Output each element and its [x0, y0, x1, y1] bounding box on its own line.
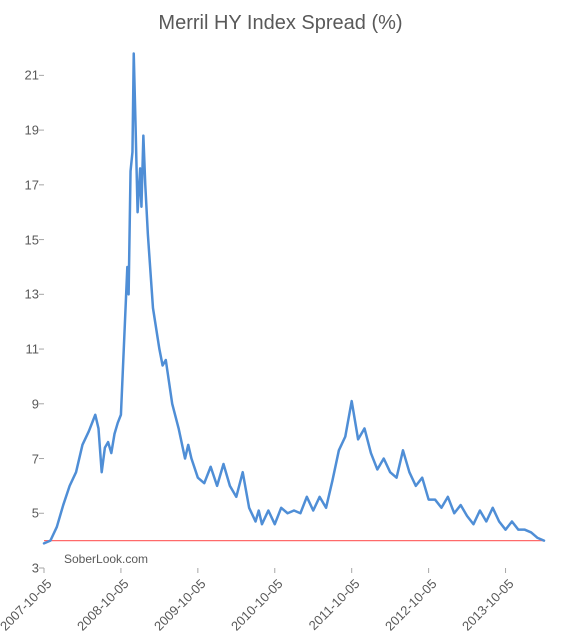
- y-tick-label: 11: [9, 342, 39, 357]
- chart-container: Merril HY Index Spread (%) 3 5 7 9 11 13 15 17 1…: [0, 0, 561, 640]
- x-tick-label: 2007-10-05: [0, 576, 55, 634]
- plot-area: [44, 48, 544, 568]
- x-tick-label: 2011-10-05: [305, 576, 362, 633]
- x-tick-label: 2009-10-05: [151, 576, 209, 634]
- plot-svg: [44, 48, 544, 568]
- chart-title: Merril HY Index Spread (%): [0, 12, 561, 35]
- y-tick-label: 15: [9, 232, 39, 247]
- x-tick-label: 2013-10-05: [459, 576, 517, 634]
- y-tick-label: 19: [9, 123, 39, 138]
- series-line: [44, 53, 544, 543]
- attribution-label: SoberLook.com: [64, 552, 148, 566]
- y-tick-label: 7: [9, 451, 39, 466]
- y-tick-label: 13: [9, 287, 39, 302]
- x-tick-label: 2012-10-05: [382, 576, 440, 634]
- y-tick-label: 17: [9, 177, 39, 192]
- y-tick-label: 5: [9, 506, 39, 521]
- y-tick-label: 21: [9, 68, 39, 83]
- y-tick-label: 9: [9, 396, 39, 411]
- x-tick-label: 2008-10-05: [74, 576, 132, 634]
- x-tick-label: 2010-10-05: [228, 576, 286, 634]
- y-tick-label: 3: [9, 561, 39, 576]
